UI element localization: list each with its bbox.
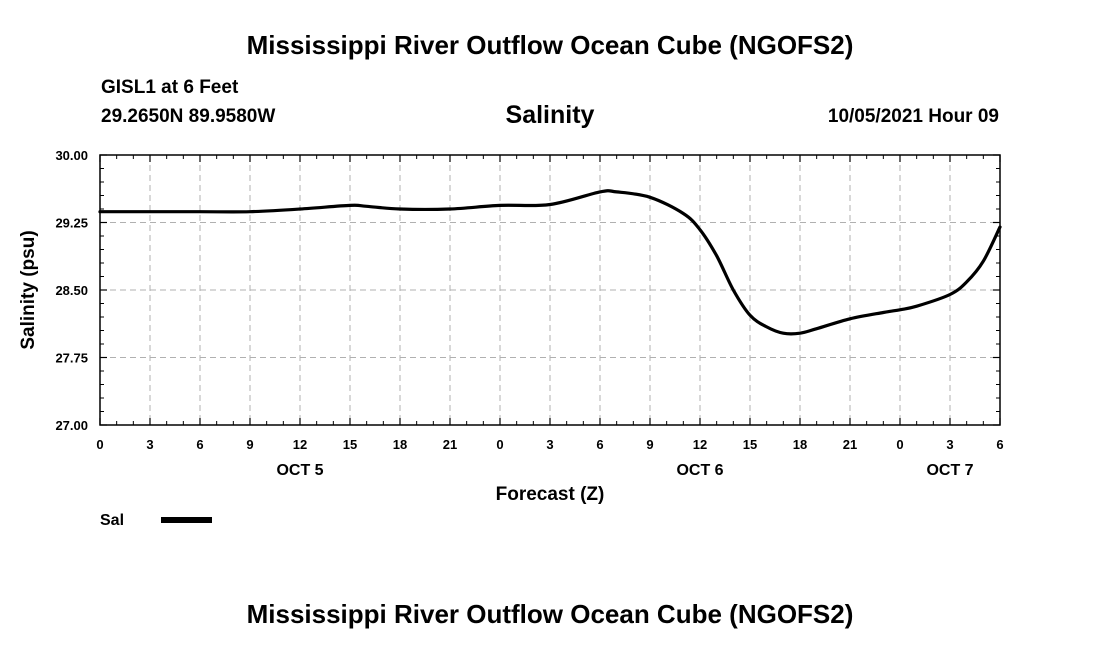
date-label: OCT 6 <box>676 462 723 479</box>
station-label: GISL1 at 6 Feet <box>101 77 239 98</box>
x-tick-label: 3 <box>546 437 553 452</box>
chart-title-bottom: Mississippi River Outflow Ocean Cube (NG… <box>246 599 854 629</box>
date-label: OCT 5 <box>276 462 323 479</box>
x-tick-label: 12 <box>693 437 707 452</box>
y-axis-label: Salinity (psu) <box>18 230 39 349</box>
x-tick-label: 6 <box>996 437 1003 452</box>
x-axis-label: Forecast (Z) <box>496 484 605 505</box>
x-tick-label: 15 <box>743 437 757 452</box>
y-tick-label: 27.00 <box>55 418 88 433</box>
y-tick-label: 30.00 <box>55 148 88 163</box>
x-tick-label: 21 <box>843 437 857 452</box>
y-tick-label: 27.75 <box>55 351 88 366</box>
series-line-sal <box>98 189 1002 336</box>
y-tick-label: 29.25 <box>55 216 88 231</box>
x-tick-label: 18 <box>793 437 807 452</box>
y-tick-label: 28.50 <box>55 283 88 298</box>
x-tick-label: 18 <box>393 437 407 452</box>
x-tick-label: 0 <box>496 437 503 452</box>
x-tick-label: 0 <box>896 437 903 452</box>
x-tick-label: 0 <box>96 437 103 452</box>
x-tick-label: 9 <box>246 437 253 452</box>
chart-title-top: Mississippi River Outflow Ocean Cube (NG… <box>246 30 854 60</box>
x-tick-label: 15 <box>343 437 357 452</box>
x-tick-label: 3 <box>146 437 153 452</box>
date-label: OCT 7 <box>926 462 973 479</box>
chart-subtitle: Salinity <box>505 101 595 129</box>
plot-frame <box>99 154 1001 426</box>
chart-grid <box>100 155 1000 425</box>
legend-label: Sal <box>100 512 124 529</box>
x-tick-label: 9 <box>646 437 653 452</box>
forecast-datetime: 10/05/2021 Hour 09 <box>827 106 999 127</box>
x-tick-label: 3 <box>946 437 953 452</box>
chart-series <box>98 189 1002 336</box>
x-tick-label: 12 <box>293 437 307 452</box>
station-coords: 29.2650N 89.9580W <box>101 106 276 127</box>
x-tick-label: 6 <box>196 437 203 452</box>
x-tick-label: 21 <box>443 437 457 452</box>
x-tick-label: 6 <box>596 437 603 452</box>
chart-labels: 0 3 6 9 12 15 18 21 0 3 6 9 12 15 18 21 0 3 6 27.00 27.75 28.… <box>55 148 1003 479</box>
